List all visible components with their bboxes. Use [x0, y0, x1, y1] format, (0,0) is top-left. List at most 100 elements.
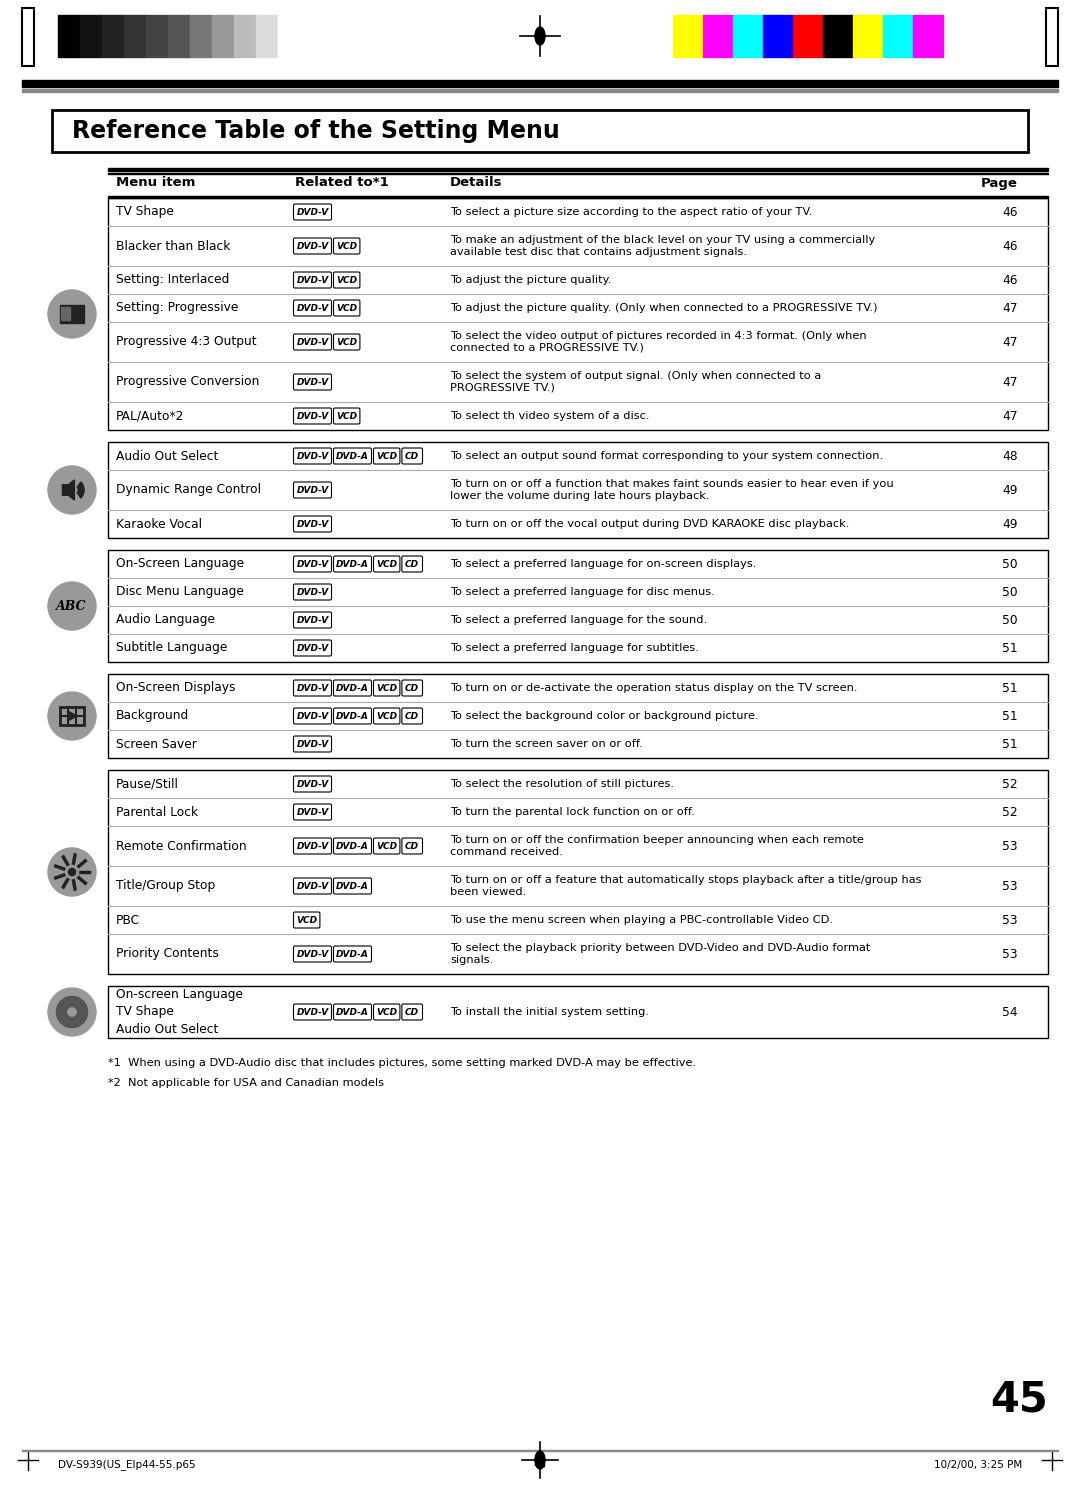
Text: DVD-A: DVD-A [336, 950, 369, 959]
Text: 49: 49 [1002, 484, 1018, 496]
Text: DVD-A: DVD-A [336, 451, 369, 460]
Text: To adjust the picture quality. (Only when connected to a PROGRESSIVE TV.): To adjust the picture quality. (Only whe… [450, 303, 877, 313]
Bar [234, 15, 256, 56]
Bar [108, 986, 1048, 1038]
Text: VCD: VCD [376, 711, 397, 722]
Bar [52, 110, 1028, 151]
FancyBboxPatch shape [334, 334, 360, 350]
Text: 49: 49 [1002, 517, 1018, 530]
Text: 53: 53 [1002, 913, 1018, 927]
Text: 53: 53 [1002, 947, 1018, 961]
Bar [108, 196, 1048, 198]
Text: DV-S939(US_EIp44-55.p65: DV-S939(US_EIp44-55.p65 [58, 1460, 195, 1470]
FancyBboxPatch shape [374, 838, 400, 854]
Text: To select the playback priority between DVD-Video and DVD-Audio format
signals.: To select the playback priority between … [450, 943, 870, 965]
Bar [59, 707, 84, 725]
Text: To turn on or off the vocal output during DVD KARAOKE disc playback.: To turn on or off the vocal output durin… [450, 518, 849, 529]
Bar [733, 15, 762, 56]
Text: DVD-V: DVD-V [296, 685, 328, 693]
Text: DVD-A: DVD-A [336, 711, 369, 722]
Text: DVD-V: DVD-V [296, 304, 328, 313]
Text: *1  When using a DVD-Audio disc that includes pictures, some setting marked DVD-: *1 When using a DVD-Audio disc that incl… [108, 1057, 697, 1068]
Bar [853, 15, 883, 56]
Ellipse shape [68, 1008, 77, 1016]
Text: VCD: VCD [376, 560, 397, 569]
Text: Related to*1: Related to*1 [295, 177, 389, 190]
Text: Progressive Conversion: Progressive Conversion [116, 376, 259, 389]
Ellipse shape [66, 866, 79, 879]
Ellipse shape [56, 996, 87, 1028]
Text: DVD-V: DVD-V [296, 711, 328, 722]
Text: Remote Confirmation: Remote Confirmation [116, 839, 246, 852]
Text: Karaoke Vocal: Karaoke Vocal [116, 517, 202, 530]
FancyBboxPatch shape [294, 408, 332, 425]
Text: DVD-A: DVD-A [336, 1008, 369, 1017]
Bar [256, 15, 278, 56]
Text: To select a preferred language for subtitles.: To select a preferred language for subti… [450, 643, 699, 653]
Text: 50: 50 [1002, 613, 1018, 627]
Text: 46: 46 [1002, 205, 1018, 218]
Text: 51: 51 [1002, 682, 1018, 695]
Text: Dynamic Range Control: Dynamic Range Control [116, 484, 261, 496]
Text: CD: CD [405, 711, 419, 722]
Text: CD: CD [405, 560, 419, 569]
Text: CD: CD [405, 842, 419, 851]
FancyBboxPatch shape [294, 612, 332, 628]
Text: Setting: Progressive: Setting: Progressive [116, 301, 239, 315]
Text: DVD-V: DVD-V [296, 616, 328, 625]
Polygon shape [69, 711, 77, 720]
Text: To make an adjustment of the black level on your TV using a commercially
availab: To make an adjustment of the black level… [450, 235, 875, 257]
Ellipse shape [68, 869, 76, 876]
FancyBboxPatch shape [334, 878, 372, 894]
FancyBboxPatch shape [294, 1004, 332, 1020]
Text: DVD-V: DVD-V [296, 486, 328, 495]
FancyBboxPatch shape [294, 238, 332, 254]
Text: 48: 48 [1002, 450, 1018, 462]
Text: 50: 50 [1002, 585, 1018, 598]
Text: DVD-V: DVD-V [296, 339, 328, 347]
Text: 53: 53 [1002, 879, 1018, 892]
Text: 51: 51 [1002, 738, 1018, 750]
Bar [146, 15, 168, 56]
Bar [190, 15, 212, 56]
Text: To select the system of output signal. (Only when connected to a
PROGRESSIVE TV.: To select the system of output signal. (… [450, 371, 821, 394]
Text: CD: CD [405, 451, 419, 460]
Ellipse shape [48, 466, 96, 514]
Text: To select an output sound format corresponding to your system connection.: To select an output sound format corresp… [450, 451, 883, 460]
Text: Title/Group Stop: Title/Group Stop [116, 879, 215, 892]
Text: Background: Background [116, 710, 189, 723]
Text: Audio Out Select: Audio Out Select [116, 1023, 218, 1037]
FancyBboxPatch shape [294, 737, 332, 751]
Text: VCD: VCD [376, 842, 397, 851]
Text: CD: CD [405, 1008, 419, 1017]
Text: 52: 52 [1002, 805, 1018, 818]
Text: 45: 45 [990, 1378, 1048, 1420]
Bar [823, 15, 853, 56]
Polygon shape [63, 480, 75, 500]
FancyBboxPatch shape [294, 584, 332, 600]
Text: VCD: VCD [336, 411, 357, 422]
FancyBboxPatch shape [294, 912, 320, 928]
FancyBboxPatch shape [294, 708, 332, 725]
Text: Details: Details [450, 177, 502, 190]
FancyBboxPatch shape [294, 374, 332, 391]
Text: DVD-A: DVD-A [336, 842, 369, 851]
Text: DVD-V: DVD-V [296, 882, 328, 891]
Text: Screen Saver: Screen Saver [116, 738, 197, 750]
Text: 46: 46 [1002, 239, 1018, 252]
Bar [80, 15, 102, 56]
FancyBboxPatch shape [334, 708, 372, 725]
Text: Pause/Still: Pause/Still [116, 778, 179, 790]
Bar [883, 15, 913, 56]
FancyBboxPatch shape [402, 708, 422, 725]
Text: DVD-A: DVD-A [336, 685, 369, 693]
Text: TV Shape: TV Shape [116, 1005, 174, 1019]
Text: DVD-V: DVD-V [296, 780, 328, 789]
Text: *2  Not applicable for USA and Canadian models: *2 Not applicable for USA and Canadian m… [108, 1078, 384, 1089]
Text: To adjust the picture quality.: To adjust the picture quality. [450, 275, 611, 285]
Text: DVD-V: DVD-V [296, 208, 328, 217]
FancyBboxPatch shape [374, 448, 400, 463]
Text: DVD-V: DVD-V [296, 242, 328, 251]
FancyBboxPatch shape [402, 680, 422, 696]
Text: To turn on or de-activate the operation status display on the TV screen.: To turn on or de-activate the operation … [450, 683, 858, 693]
